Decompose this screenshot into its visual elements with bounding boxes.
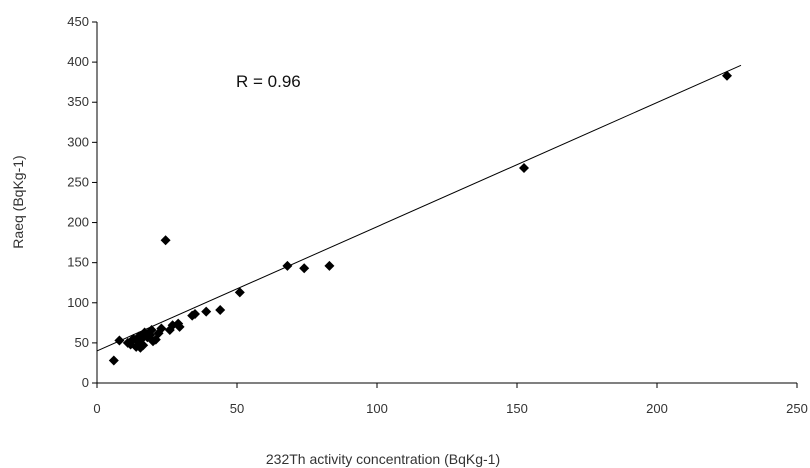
x-tick-label: 250 bbox=[786, 401, 808, 416]
y-axis: 0 50 100 150 200 250 300 350 400 450 bbox=[67, 14, 98, 390]
data-point bbox=[234, 287, 245, 298]
x-tick-label: 0 bbox=[93, 401, 100, 416]
y-tick-label: 0 bbox=[82, 375, 89, 390]
trend-line bbox=[96, 64, 742, 352]
data-point bbox=[108, 355, 119, 366]
x-axis-title: 232Th activity concentration (BqKg-1) bbox=[266, 451, 500, 467]
y-tick-label: 100 bbox=[67, 295, 89, 310]
y-tick-label: 200 bbox=[67, 215, 89, 230]
data-point bbox=[282, 260, 293, 271]
y-axis-title: Raeq (BqKg-1) bbox=[10, 155, 26, 248]
data-points bbox=[108, 70, 732, 366]
data-point bbox=[160, 235, 171, 246]
y-tick-label: 250 bbox=[67, 174, 89, 189]
x-axis: 0 50 100 150 200 250 bbox=[93, 382, 808, 416]
data-point bbox=[114, 335, 125, 346]
data-point bbox=[156, 323, 167, 334]
x-tick-label: 200 bbox=[646, 401, 668, 416]
data-point bbox=[146, 325, 157, 336]
y-tick-label: 450 bbox=[67, 14, 89, 29]
y-tick-label: 350 bbox=[67, 94, 89, 109]
data-point bbox=[174, 321, 185, 332]
data-point bbox=[201, 306, 212, 317]
y-tick-label: 50 bbox=[75, 335, 89, 350]
data-point bbox=[324, 260, 335, 271]
y-tick-label: 300 bbox=[67, 134, 89, 149]
x-tick-label: 100 bbox=[366, 401, 388, 416]
data-point bbox=[519, 163, 529, 174]
data-point bbox=[215, 304, 226, 315]
y-tick-label: 400 bbox=[67, 54, 89, 69]
data-point bbox=[190, 309, 200, 320]
x-tick-label: 50 bbox=[230, 401, 244, 416]
data-point bbox=[722, 70, 732, 81]
r-annotation: R = 0.96 bbox=[236, 72, 301, 91]
x-tick-label: 150 bbox=[506, 401, 528, 416]
data-point bbox=[138, 340, 149, 351]
data-point bbox=[299, 263, 310, 274]
y-tick-label: 150 bbox=[67, 255, 89, 270]
